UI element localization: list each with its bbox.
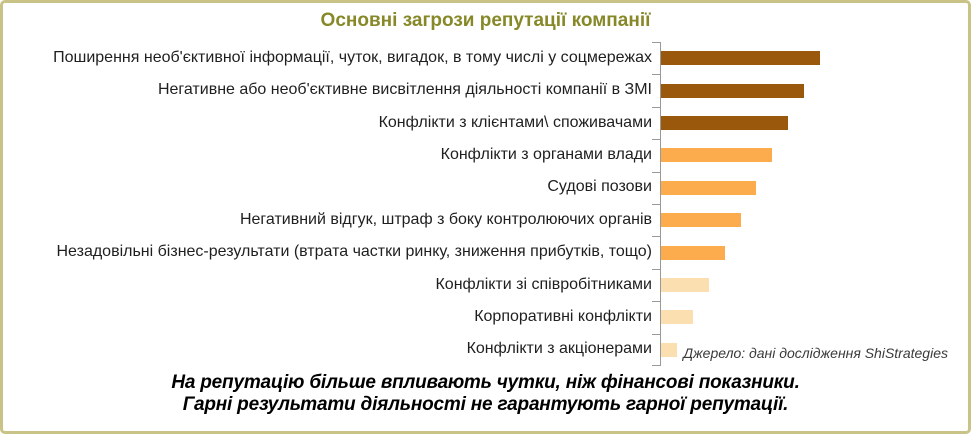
bar-label: Судові позови	[547, 178, 652, 196]
bar	[661, 213, 741, 228]
bar-label: Корпоративні конфлікти	[474, 307, 652, 325]
source-note: Джерело: дані дослідження ShiStrategies	[683, 345, 948, 361]
bar	[661, 148, 773, 163]
bar	[661, 342, 677, 357]
axis-and-bar-zone	[652, 74, 968, 107]
axis-and-bar-zone	[652, 236, 968, 269]
bar	[661, 180, 757, 195]
bar	[661, 83, 805, 98]
footer-text: На репутацію більше впливають чутки, ніж…	[3, 372, 968, 416]
bar-label: Незадовільні бізнес-результати (втрата ч…	[56, 243, 653, 261]
chart-row: Конфлікти з акціонерами	[3, 333, 968, 367]
chart-row: Конфлікти з клієнтами\ споживачами	[3, 106, 968, 140]
bar	[661, 115, 789, 130]
bar-label: Поширення необ'єктивної інформації, чуто…	[53, 48, 652, 66]
chart-row: Судові позови	[3, 171, 968, 204]
bar-label: Конфлікти з акціонерами	[466, 340, 652, 358]
axis-and-bar-zone	[652, 171, 968, 204]
chart-title: Основні загрози репутації компанії	[320, 10, 651, 31]
bar-label: Негативний відгук, штраф з боку контролю…	[239, 210, 652, 228]
chart-row: Конфлікти з органами влади	[3, 139, 968, 172]
bar	[661, 277, 709, 292]
bar	[661, 245, 725, 260]
bar-label: Негативне або необ'єктивне висвітлення д…	[157, 81, 652, 99]
chart-row: Поширення необ'єктивної інформації, чуто…	[3, 42, 968, 75]
footer-line-1: На репутацію більше впливають чутки, ніж…	[171, 371, 800, 393]
bar-chart: Поширення необ'єктивної інформації, чуто…	[3, 42, 968, 367]
bar-label: Конфлікти з клієнтами\ споживачами	[378, 113, 652, 131]
bar	[661, 310, 693, 325]
bar-label: Конфлікти з органами влади	[440, 145, 652, 163]
chart-row: Корпоративні конфлікти	[3, 301, 968, 334]
chart-row: Негативний відгук, штраф з боку контролю…	[3, 203, 968, 237]
footer-line-2: Гарні результати діяльності не гарантуют…	[182, 393, 789, 415]
chart-row: Конфлікти зі співробітниками	[3, 268, 968, 302]
chart-row: Незадовільні бізнес-результати (втрата ч…	[3, 236, 968, 269]
axis-and-bar-zone	[652, 268, 968, 302]
axis-and-bar-zone	[652, 203, 968, 237]
axis-and-bar-zone	[652, 139, 968, 172]
chart-row: Негативне або необ'єктивне висвітлення д…	[3, 74, 968, 107]
bar	[661, 51, 820, 66]
axis-and-bar-zone	[652, 301, 968, 334]
bar-label: Конфлікти зі співробітниками	[435, 275, 652, 293]
axis-and-bar-zone	[652, 333, 968, 367]
axis-and-bar-zone	[652, 106, 968, 140]
axis-and-bar-zone	[652, 42, 968, 75]
